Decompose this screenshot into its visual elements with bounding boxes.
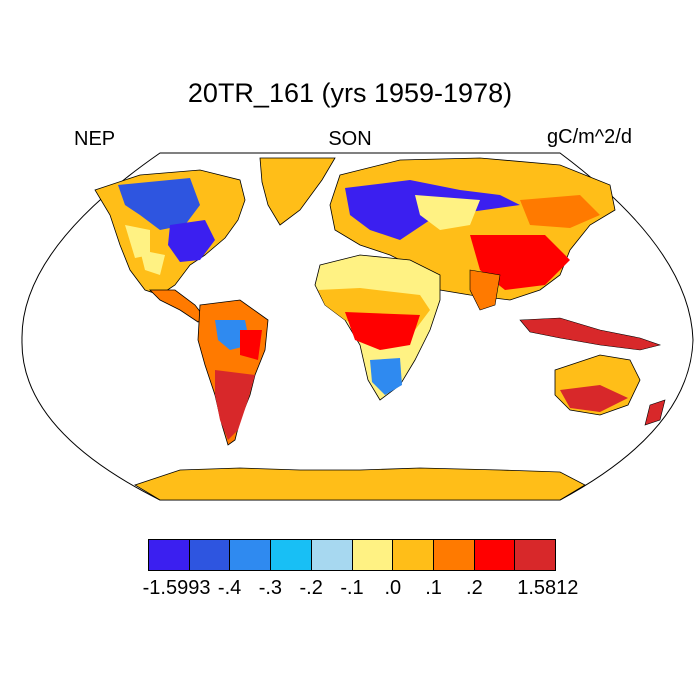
greenland — [259, 157, 336, 226]
legend-box-1 — [189, 540, 231, 570]
legend-label: -.1 — [340, 577, 364, 599]
legend-label: .1 — [425, 577, 442, 599]
legend-box-6 — [393, 540, 434, 570]
sa-red-south — [215, 370, 255, 440]
australia-red — [560, 385, 628, 412]
indonesia — [519, 317, 662, 351]
legend-box-3 — [271, 540, 312, 570]
na-blue-east — [168, 220, 215, 262]
legend-label: .0 — [384, 577, 402, 599]
legend-box-9 — [515, 540, 556, 570]
na-yellow — [140, 250, 165, 275]
units-label: gC/m^2/d — [547, 126, 632, 148]
map-title: 20TR_161 (yrs 1959-1978) — [187, 78, 513, 108]
legend-box-2 — [230, 540, 272, 570]
legend-box-7 — [433, 540, 475, 570]
asia-orange — [520, 195, 600, 228]
new-zealand — [644, 399, 666, 426]
legend-label: -1.5993 — [142, 577, 211, 599]
antarctica — [134, 467, 586, 501]
season-label: SON — [328, 128, 372, 150]
legend-label: -.2 — [299, 577, 323, 599]
sa-red — [240, 330, 262, 360]
africa-blue — [370, 358, 402, 395]
legend-box-8 — [474, 540, 516, 570]
legend-box-4 — [311, 540, 353, 570]
africa-red — [345, 312, 420, 350]
legend-box-5 — [352, 540, 394, 570]
india — [469, 269, 501, 311]
na-blue-north — [118, 178, 200, 230]
na-light-west — [125, 225, 150, 258]
legend-label: .2 — [466, 577, 483, 599]
legend-label: -.3 — [258, 577, 283, 599]
legend-label: -.4 — [217, 577, 242, 599]
color-legend — [148, 539, 556, 571]
legend-box-0 — [149, 540, 190, 570]
asia-light — [415, 195, 480, 230]
variable-label: NEP — [74, 128, 116, 150]
legend-label: 1.5812 — [517, 577, 579, 599]
